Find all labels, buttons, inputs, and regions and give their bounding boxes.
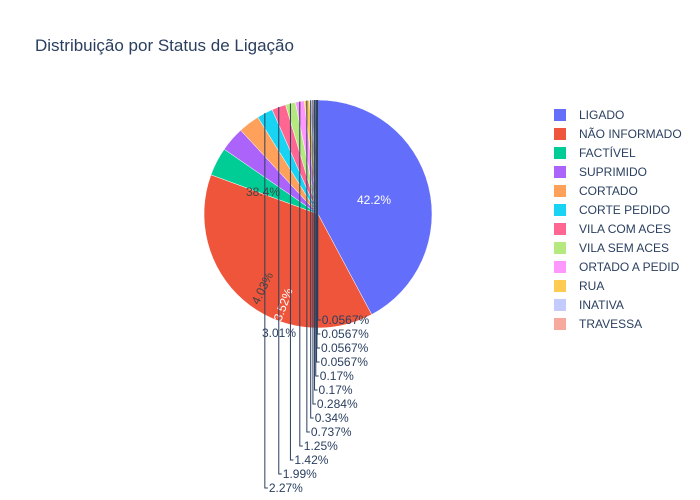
legend-swatch [554, 223, 566, 235]
legend-swatch [554, 242, 566, 254]
legend-swatch [554, 280, 566, 292]
leader-line [315, 100, 319, 377]
legend-item-rua[interactable]: RUA [554, 279, 604, 293]
slice-label: 1.99% [283, 467, 317, 481]
legend-label: NÃO INFORMADO [579, 127, 682, 141]
slice-label: 38.4% [246, 185, 280, 199]
leader-line [317, 100, 321, 321]
legend-item-suprimido[interactable]: SUPRIMIDO [554, 165, 647, 179]
legend-item-factivel[interactable]: FACTÍVEL [554, 145, 636, 160]
leader-line [299, 101, 303, 447]
legend-label: INATIVA [579, 298, 624, 312]
legend-swatch [554, 261, 566, 273]
slice-label: 1.42% [294, 453, 328, 467]
slice-label: 2.27% [269, 481, 303, 495]
legend-swatch [554, 166, 566, 178]
slice-label: 0.0567% [321, 355, 369, 369]
legend-swatch [554, 109, 566, 121]
slice-label: 1.25% [304, 439, 338, 453]
slice-label: 0.34% [315, 411, 349, 425]
leader-line [310, 100, 314, 419]
legend-swatch [554, 299, 566, 311]
legend-swatch [554, 185, 566, 197]
legend-label: TRAVESSA [579, 317, 642, 331]
legend-label: ORTADO A PEDID [579, 260, 680, 274]
slice-label: 0.0567% [321, 327, 369, 341]
legend-item-ortado-a-pedid[interactable]: ORTADO A PEDID [554, 260, 680, 274]
legend-label: RUA [579, 279, 604, 293]
slice-label: 42.2% [357, 193, 391, 207]
leader-line [312, 100, 316, 405]
legend-item-ligado[interactable]: LIGADO [554, 108, 624, 122]
legend-item-vila-com-aces[interactable]: VILA COM ACES [554, 222, 671, 236]
legend-item-corte-pedido[interactable]: CORTE PEDIDO [554, 203, 670, 217]
leader-line [306, 100, 310, 433]
legend-item-vila-sem-aces[interactable]: VILA SEM ACES [554, 241, 669, 255]
legend-item-nao-informado[interactable]: NÃO INFORMADO [554, 127, 682, 141]
slice-label: 0.0567% [322, 313, 370, 327]
legend-label: FACTÍVEL [579, 145, 636, 160]
chart-title: Distribuição por Status de Ligação [35, 36, 294, 55]
legend-label: VILA COM ACES [579, 222, 671, 236]
slice-label: 0.0567% [321, 341, 369, 355]
slice-label: 0.17% [320, 369, 354, 383]
pie-outside-labels: 3.01%2.27%1.99%1.42%1.25%0.737%0.34%0.28… [262, 100, 370, 495]
slice-label: 0.284% [317, 397, 358, 411]
slice-label: 0.17% [319, 383, 353, 397]
legend-swatch [554, 204, 566, 216]
legend-swatch [554, 128, 566, 140]
legend-label: CORTE PEDIDO [579, 203, 670, 217]
legend-item-inativa[interactable]: INATIVA [554, 298, 624, 312]
leader-line [314, 100, 318, 391]
legend-label: SUPRIMIDO [579, 165, 647, 179]
slice-label: 0.737% [311, 425, 352, 439]
legend-label: VILA SEM ACES [579, 241, 669, 255]
legend-swatch [554, 147, 566, 159]
leader-line [289, 103, 294, 461]
leader-line [278, 106, 282, 475]
legend-item-cortado[interactable]: CORTADO [554, 184, 638, 198]
legend-item-travessa[interactable]: TRAVESSA [554, 317, 642, 331]
legend-label: CORTADO [579, 184, 638, 198]
legend-label: LIGADO [579, 108, 624, 122]
pie-slice-ligado[interactable] [317, 99, 433, 315]
legend-swatch [554, 318, 566, 330]
leader-line [264, 113, 268, 489]
legend: LIGADO NÃO INFORMADO FACTÍVEL SUPRIMIDO CORT… [554, 108, 682, 331]
pie-slice-nao-informado[interactable] [203, 174, 373, 329]
